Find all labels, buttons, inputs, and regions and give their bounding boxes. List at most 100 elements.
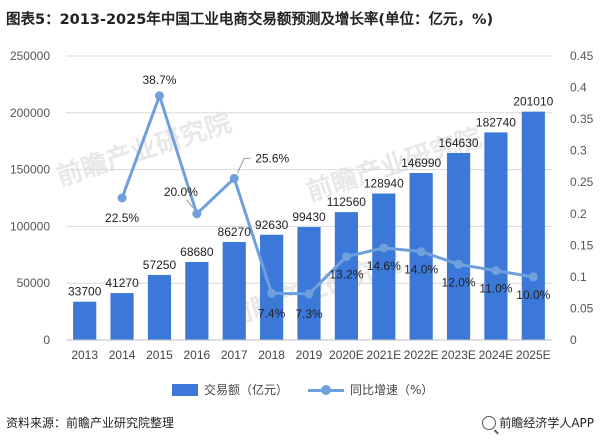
y-right-tick-label: 0.05 [570, 301, 594, 315]
bar-value-label: 33700 [68, 285, 102, 299]
bar-value-label: 112560 [327, 195, 366, 209]
y-right-tick-label: 0.45 [570, 49, 594, 63]
legend-line-marker [321, 385, 331, 395]
legend-item-line: 同比增速（%） [308, 378, 448, 402]
x-tick-label: 2014 [109, 348, 136, 362]
legend-bar-label: 交易额（亿元） [204, 383, 289, 397]
bar [372, 193, 396, 340]
x-tick-label: 2025E [516, 348, 551, 362]
growth-point [229, 173, 239, 183]
y-right-tick-label: 0.25 [570, 175, 594, 189]
growth-point [454, 259, 464, 269]
leader-line [186, 199, 194, 209]
watermark-text: 前瞻产业研究院 [53, 107, 236, 193]
growth-point [528, 272, 538, 282]
growth-value-label: 12.0% [442, 275, 476, 289]
growth-value-label: 7.4% [258, 306, 286, 320]
growth-point [416, 247, 426, 257]
growth-point [341, 252, 351, 262]
y-left-tick-label: 150000 [10, 163, 50, 177]
x-tick-label: 2023E [441, 348, 476, 362]
y-right-tick-label: 0.2 [570, 207, 587, 221]
y-right-tick-label: 0.4 [570, 81, 587, 95]
legend-item-bar: 交易额（亿元） [172, 378, 302, 402]
growth-point [491, 266, 501, 276]
growth-value-label: 20.0% [164, 185, 198, 199]
y-right-tick-label: 0.3 [570, 144, 587, 158]
growth-line [120, 94, 534, 296]
y-left-tick-label: 100000 [10, 219, 50, 233]
growth-point [117, 193, 127, 203]
bar [147, 274, 172, 340]
growth-value-label: 38.7% [142, 73, 176, 87]
bar-value-label: 182740 [476, 115, 516, 129]
y-right-tick-label: 0.1 [570, 270, 587, 284]
bar-value-label: 57250 [143, 258, 177, 272]
leader-line [236, 157, 251, 174]
line-layer [117, 91, 538, 299]
bar [110, 293, 134, 340]
growth-value-label: 25.6% [255, 151, 289, 165]
y-left-tick-label: 50000 [17, 276, 51, 290]
bar [409, 173, 433, 340]
source-note: 资料来源：前瞻产业研究院整理 [6, 416, 175, 430]
x-tick-label: 2018 [258, 348, 285, 362]
bar [446, 152, 471, 340]
x-tick-label: 2016 [183, 348, 210, 362]
legend: 交易额（亿元） 同比增速（%） [0, 378, 602, 402]
bar-value-label: 201010 [513, 95, 553, 109]
y-left-tick-label: 250000 [10, 49, 50, 63]
axis-layer: 0 50000 100000 150000 200000 250000 0 0.05 0.1 0.… [10, 49, 594, 362]
x-tick-label: 2019 [296, 348, 323, 362]
bar-value-label: 86270 [218, 225, 252, 239]
bar-value-label: 41270 [105, 276, 139, 290]
growth-point [379, 243, 389, 253]
brand-label: 前瞻经济学人APP [499, 416, 594, 430]
growth-value-label: 13.2% [329, 268, 363, 282]
combo-chart: 前瞻产业研究院前瞻产业研究院前瞻产业研究院 337004127057250686… [10, 49, 594, 362]
growth-value-label: 22.5% [105, 211, 139, 225]
growth-point [192, 209, 202, 219]
brand-credit: 前瞻经济学人APP [482, 410, 594, 436]
growth-point [154, 91, 164, 101]
legend-bar-swatch [172, 384, 198, 396]
x-tick-label: 2024E [479, 348, 514, 362]
growth-value-label: 10.0% [516, 288, 550, 302]
x-tick-label: 2017 [221, 348, 248, 362]
y-right-tick-label: 0.15 [570, 238, 594, 252]
bar [185, 261, 209, 340]
chart-area: 前瞻产业研究院前瞻产业研究院前瞻产业研究院 337004127057250686… [0, 36, 602, 376]
x-tick-label: 2013 [71, 348, 98, 362]
growth-value-label: 14.6% [367, 259, 401, 273]
growth-value-label: 11.0% [479, 282, 512, 296]
growth-point [304, 289, 314, 299]
x-tick-label: 2022E [404, 348, 439, 362]
bar [297, 227, 321, 340]
bar [222, 241, 246, 340]
growth-point [267, 288, 277, 298]
x-tick-label: 2015 [146, 348, 173, 362]
x-tick-label: 2020E [329, 348, 364, 362]
bar-layer [73, 111, 545, 340]
bar [334, 212, 358, 340]
bar [484, 132, 508, 340]
legend-line-label: 同比增速（%） [350, 383, 434, 397]
bar-value-label: 146990 [401, 156, 441, 170]
bar [73, 301, 97, 340]
growth-value-label: 7.3% [295, 307, 323, 321]
y-right-tick-label: 0 [570, 333, 577, 347]
bar-value-label: 92630 [255, 218, 289, 232]
y-left-tick-label: 0 [43, 333, 50, 347]
chart-title: 图表5：2013-2025年中国工业电商交易额预测及增长率(单位：亿元，%) [6, 12, 494, 28]
search-icon [482, 416, 497, 430]
bar [521, 111, 545, 340]
bar-value-label: 68680 [180, 245, 214, 259]
x-tick-label: 2021E [366, 348, 401, 362]
bar-value-label: 99430 [292, 210, 326, 224]
bar-value-label: 164630 [439, 136, 479, 150]
y-right-tick-label: 0.35 [570, 112, 594, 126]
bar-value-label: 128940 [364, 177, 404, 191]
growth-value-label: 14.0% [404, 263, 438, 277]
y-left-tick-label: 200000 [10, 106, 50, 120]
